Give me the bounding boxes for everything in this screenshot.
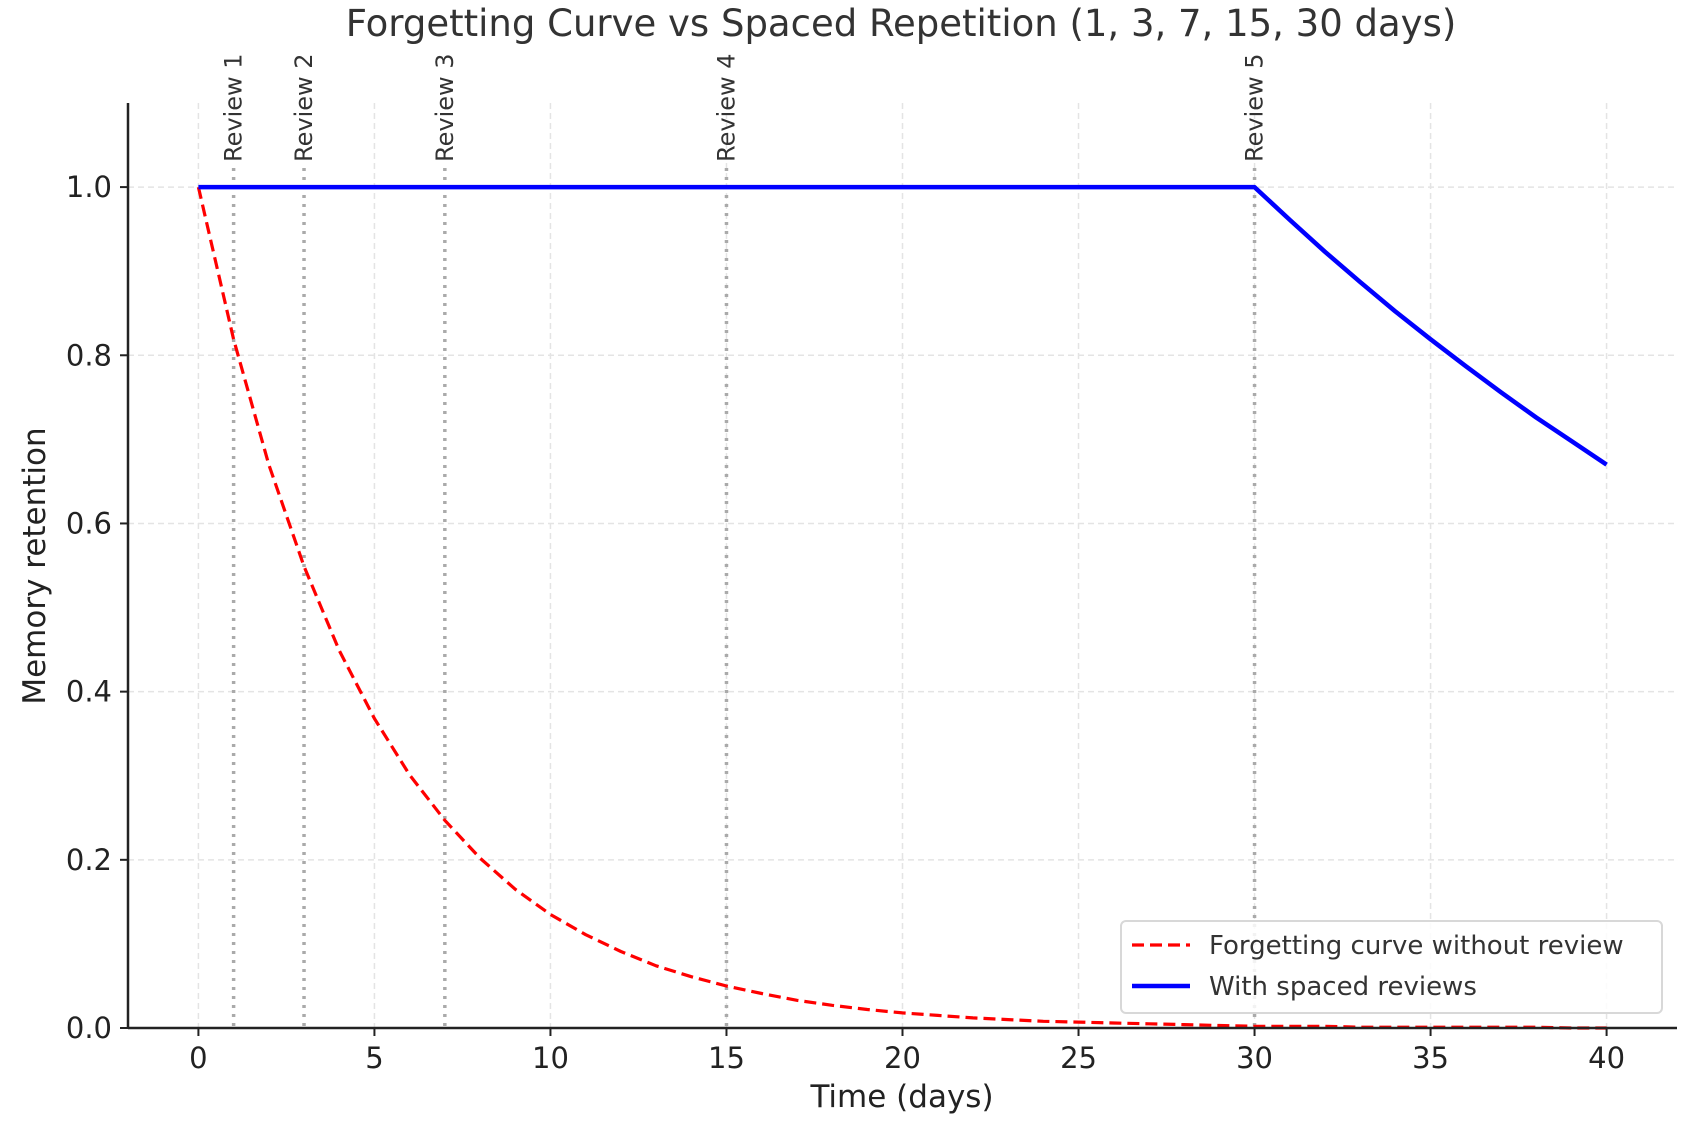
y-tick-label: 0.2 <box>66 843 112 877</box>
y-axis-label: Memory retention <box>17 427 53 704</box>
x-tick-label: 15 <box>708 1041 745 1075</box>
legend-box <box>1120 920 1663 1014</box>
review-label: Review 3 <box>431 53 459 162</box>
grid <box>128 103 1677 1029</box>
legend-label: With spaced reviews <box>1209 972 1477 1002</box>
legend: Forgetting curve without review With spac… <box>1120 920 1663 1014</box>
x-tick-label: 10 <box>532 1041 569 1075</box>
review-label: Review 5 <box>1241 53 1269 162</box>
x-tick-label: 20 <box>884 1041 921 1075</box>
x-tick-label: 25 <box>1060 1041 1097 1075</box>
spaced-reviews-line <box>198 184 1608 467</box>
x-tick-label: 35 <box>1412 1041 1449 1075</box>
review-label: Review 4 <box>712 53 740 162</box>
review-label: Review 1 <box>220 53 248 162</box>
y-tick-label: 0.4 <box>66 675 112 709</box>
y-tick-label: 0.6 <box>66 506 112 540</box>
y-tick-label: 0.8 <box>66 338 112 372</box>
x-tick-label: 0 <box>189 1041 207 1075</box>
chart-title: Forgetting Curve vs Spaced Repetition (1… <box>346 2 1457 45</box>
axes: 0 5 10 15 20 25 30 35 40 0.0 0.2 0.4 0.6 0.8 1.0 <box>66 103 1677 1075</box>
legend-label: Forgetting curve without review <box>1209 931 1624 961</box>
x-axis-label: Time (days) <box>809 1079 993 1115</box>
x-tick-label: 5 <box>365 1041 383 1075</box>
review-label: Review 2 <box>290 53 318 162</box>
y-tick-label: 0.0 <box>66 1011 112 1045</box>
y-tick-label: 1.0 <box>66 170 112 204</box>
x-tick-label: 40 <box>1588 1041 1625 1075</box>
review-lines: Review 1 Review 2 Review 3 Review 4 Review 5 <box>220 53 1269 1028</box>
x-tick-label: 30 <box>1236 1041 1273 1075</box>
